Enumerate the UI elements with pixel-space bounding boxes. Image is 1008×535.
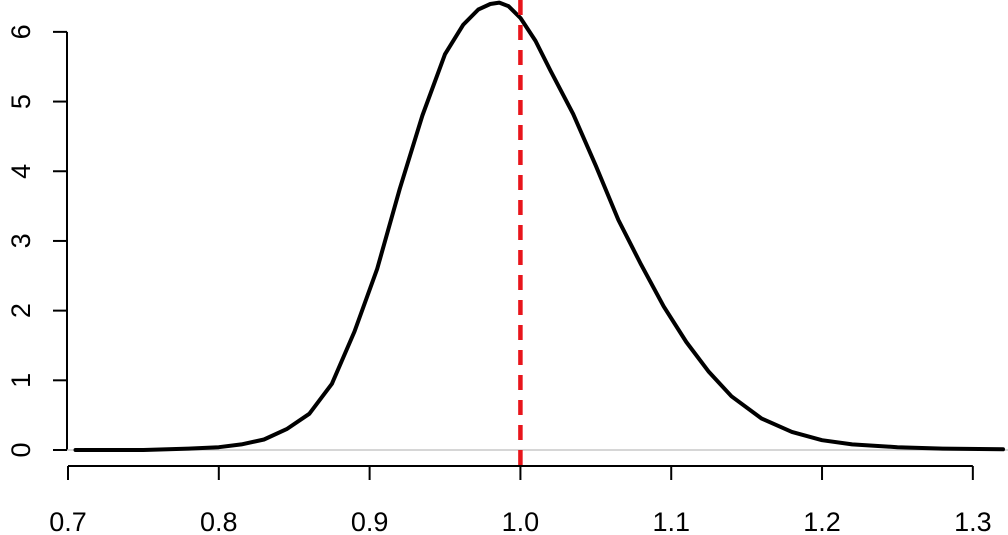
plot-area — [67, 0, 1008, 472]
y-tick-label: 6 — [6, 24, 36, 39]
y-tick-label: 3 — [6, 233, 36, 248]
x-tick-label: 0.7 — [49, 507, 87, 535]
y-tick-label: 1 — [6, 373, 36, 388]
y-tick-label: 5 — [6, 94, 36, 109]
y-tick-label: 4 — [6, 164, 36, 179]
x-tick-label: 1.1 — [652, 507, 690, 535]
y-tick-label: 2 — [6, 303, 36, 318]
x-tick-label: 1.0 — [502, 507, 540, 535]
y-axis: 0 1 2 3 4 5 6 — [6, 24, 68, 458]
x-tick-label: 1.2 — [803, 507, 841, 535]
density-curve — [73, 0, 1005, 452]
y-tick-label: 0 — [6, 442, 36, 457]
x-axis: 0.7 0.8 0.9 1.0 1.1 1.2 1.3 — [49, 465, 992, 535]
x-tick-label: 0.8 — [200, 507, 238, 535]
x-tick-label: 1.3 — [954, 507, 992, 535]
x-tick-label: 0.9 — [351, 507, 389, 535]
